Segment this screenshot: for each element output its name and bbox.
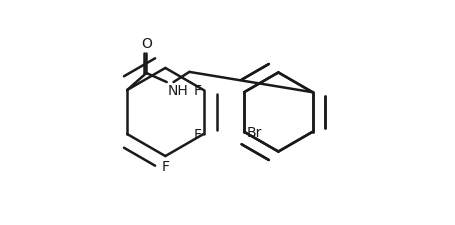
- Text: O: O: [141, 37, 152, 51]
- Text: F: F: [193, 128, 201, 141]
- Text: F: F: [193, 84, 201, 97]
- Text: F: F: [162, 160, 169, 174]
- Text: Br: Br: [247, 125, 262, 139]
- Text: NH: NH: [168, 84, 189, 98]
